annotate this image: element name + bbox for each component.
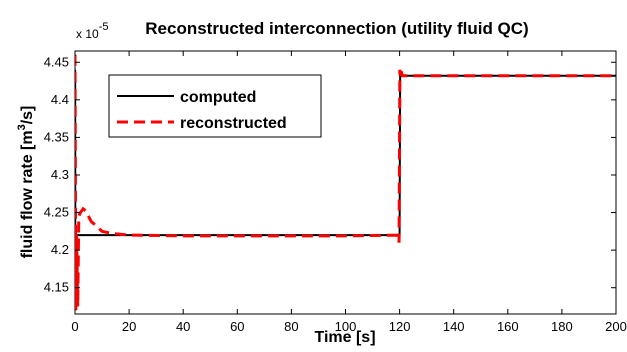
y-multiplier-label: x 10-5 [76,21,108,41]
y-axis-label-end: /s] [19,106,36,125]
x-tick-label: 60 [230,319,244,334]
x-tick-label: 100 [335,319,357,334]
y-tick-label: 4.45 [44,54,69,69]
legend-label-reconstructed: reconstructed [180,115,287,132]
legend-box [108,74,322,138]
chart-title: Reconstructed interconnection (utility f… [145,19,528,38]
x-tick-label: 40 [176,319,190,334]
y-axis-label: fluid flow rate [m3/s] [16,106,36,259]
x-axis-label: Time [s] [314,329,375,346]
x-tick-label: 200 [605,319,627,334]
y-tick-label: 4.15 [44,280,69,295]
legend: computed reconstructed [108,74,322,138]
legend-label-computed: computed [180,89,256,106]
tick-layer: 0 20 40 60 80 100 120 140 160 180 200 4.15 4.2 4.25 4.… [44,51,627,334]
x-tick-label: 120 [389,319,411,334]
y-tick-label: 4.2 [51,242,69,257]
y-tick-label: 4.4 [51,92,69,107]
y-tick-label: 4.25 [44,205,69,220]
series-line-reconstructed [75,54,616,311]
x-tick-label: 180 [551,319,573,334]
y-tick-label: 4.35 [44,129,69,144]
x-tick-label: 80 [284,319,298,334]
y-multiplier-base: x 10 [76,27,99,41]
x-tick-label: 160 [497,319,519,334]
series-layer [75,54,616,311]
y-axis-label-main: fluid flow rate [m [19,130,36,258]
y-axis-label-sup: 3 [16,124,28,130]
y-multiplier-exp: -5 [99,21,109,33]
y-tick-label: 4.3 [51,167,69,182]
x-tick-label: 140 [443,319,465,334]
x-tick-label: 20 [122,319,136,334]
x-tick-label: 0 [71,319,78,334]
